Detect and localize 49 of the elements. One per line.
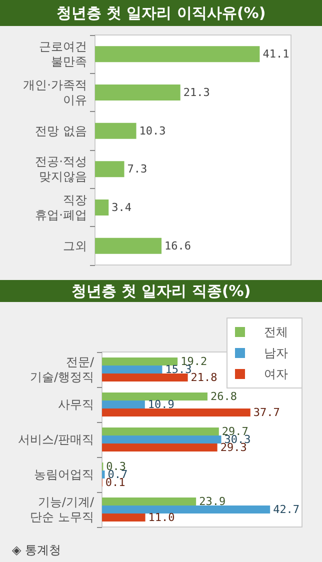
legend-label: 남자 bbox=[264, 346, 288, 360]
data-label: 23.9 bbox=[199, 495, 226, 508]
bar bbox=[102, 392, 208, 400]
chart-title: 청년층 첫 일자리 이직사유(%) bbox=[0, 0, 322, 26]
data-label: 37.7 bbox=[253, 406, 280, 419]
bar bbox=[102, 358, 178, 366]
data-label: 21.8 bbox=[190, 371, 218, 384]
bar bbox=[95, 238, 162, 254]
bar bbox=[102, 366, 162, 374]
data-label: 16.6 bbox=[164, 239, 192, 252]
bar bbox=[102, 374, 188, 382]
bar bbox=[95, 46, 260, 62]
bar bbox=[102, 408, 250, 416]
data-label: 11.0 bbox=[148, 511, 175, 524]
y-tick-label: 전망 없음 bbox=[35, 124, 87, 138]
y-tick-label: 근로여건 불만족 bbox=[39, 40, 87, 69]
y-tick-label: 서비스/판매직 bbox=[18, 432, 94, 446]
legend-label: 여자 bbox=[264, 367, 288, 381]
bar bbox=[95, 161, 124, 178]
bar bbox=[102, 498, 196, 506]
chart-title: 청년층 첫 일자리 직종(%) bbox=[0, 280, 322, 302]
y-tick-label: 개인·가족적 이유 bbox=[23, 78, 87, 107]
bar bbox=[102, 470, 105, 478]
data-label: 41.1 bbox=[262, 48, 290, 61]
y-tick-label: 사무직 bbox=[58, 398, 94, 412]
y-tick-label: 직장 휴업·폐업 bbox=[35, 193, 87, 222]
data-label: 42.7 bbox=[273, 503, 300, 516]
bar bbox=[102, 514, 146, 522]
text: ◈ 통계청 bbox=[11, 542, 62, 559]
data-label: 7.3 bbox=[127, 162, 148, 176]
data-label: 21.3 bbox=[183, 86, 210, 99]
legend-label: 전체 bbox=[264, 325, 288, 339]
y-tick-label: 전문/ 기술/행정직 bbox=[30, 355, 95, 384]
bar bbox=[102, 428, 219, 436]
bar bbox=[95, 200, 109, 216]
y-tick-label: 기능/기계/ 단순 노무직 bbox=[30, 495, 95, 524]
data-label: 3.4 bbox=[112, 201, 132, 214]
y-tick-label: 전공·적성 맞지않음 bbox=[35, 154, 87, 184]
bar bbox=[102, 506, 270, 514]
bar bbox=[95, 84, 180, 100]
data-label: 10.3 bbox=[139, 124, 166, 138]
y-tick-label: 그외 bbox=[63, 238, 87, 253]
bar bbox=[102, 444, 218, 452]
bar bbox=[102, 436, 222, 444]
y-tick-label: 농림어업직 bbox=[34, 468, 94, 482]
bar bbox=[102, 400, 145, 408]
data-label: 10.9 bbox=[148, 398, 174, 411]
data-label: 26.8 bbox=[210, 390, 237, 403]
bar bbox=[95, 122, 136, 139]
